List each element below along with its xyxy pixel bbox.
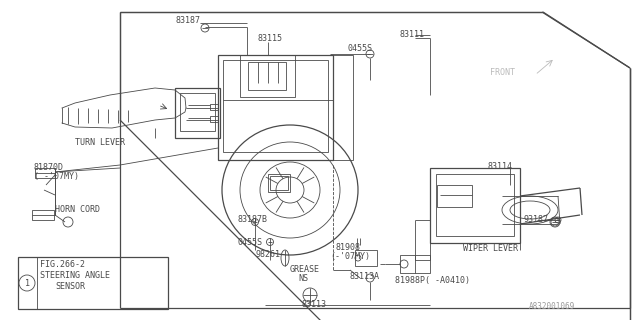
Bar xyxy=(18,257,168,309)
Text: 81870D: 81870D xyxy=(34,163,64,172)
Text: FRONT: FRONT xyxy=(490,68,515,77)
Text: ( -'07MY): ( -'07MY) xyxy=(34,172,79,181)
Text: WIPER LEVER: WIPER LEVER xyxy=(463,244,518,253)
Text: 98261: 98261 xyxy=(255,250,280,259)
Bar xyxy=(210,104,218,110)
Text: 0455S: 0455S xyxy=(348,44,373,53)
Bar xyxy=(223,60,328,152)
Bar xyxy=(437,185,472,207)
Bar xyxy=(430,168,520,243)
Bar xyxy=(32,210,54,220)
Bar xyxy=(270,176,288,190)
Text: (-'07MY): (-'07MY) xyxy=(330,252,370,261)
Bar xyxy=(175,88,220,138)
Bar xyxy=(268,174,290,192)
Text: 83113: 83113 xyxy=(302,300,327,309)
Bar xyxy=(400,255,430,273)
Bar xyxy=(333,55,353,160)
Text: NS: NS xyxy=(298,274,308,283)
Text: 0455S: 0455S xyxy=(238,238,263,247)
Text: 1: 1 xyxy=(24,278,29,287)
Text: 83113A: 83113A xyxy=(350,272,380,281)
Circle shape xyxy=(19,275,35,291)
Bar xyxy=(35,168,55,178)
Text: FIG.266-2: FIG.266-2 xyxy=(40,260,85,269)
Bar xyxy=(240,55,295,97)
Text: 81908: 81908 xyxy=(335,243,360,252)
Bar xyxy=(180,93,215,131)
Bar xyxy=(436,174,514,236)
Text: STEERING ANGLE: STEERING ANGLE xyxy=(40,271,110,280)
Text: HORN CORD: HORN CORD xyxy=(55,205,100,214)
Text: TURN LEVER: TURN LEVER xyxy=(75,138,125,147)
Text: A832001069: A832001069 xyxy=(529,302,575,311)
Text: 83114: 83114 xyxy=(488,162,513,171)
Bar xyxy=(355,250,377,266)
Text: 83187B: 83187B xyxy=(238,215,268,224)
Text: 81988P( -A0410): 81988P( -A0410) xyxy=(395,276,470,285)
Bar xyxy=(210,116,218,122)
Text: 83111: 83111 xyxy=(400,30,425,39)
Bar xyxy=(218,55,333,160)
Text: 83187: 83187 xyxy=(175,16,200,25)
Text: SENSOR: SENSOR xyxy=(55,282,85,291)
Text: GREASE: GREASE xyxy=(290,265,320,274)
Bar xyxy=(248,62,286,90)
Text: 93187: 93187 xyxy=(523,215,548,224)
Text: 83115: 83115 xyxy=(258,34,283,43)
